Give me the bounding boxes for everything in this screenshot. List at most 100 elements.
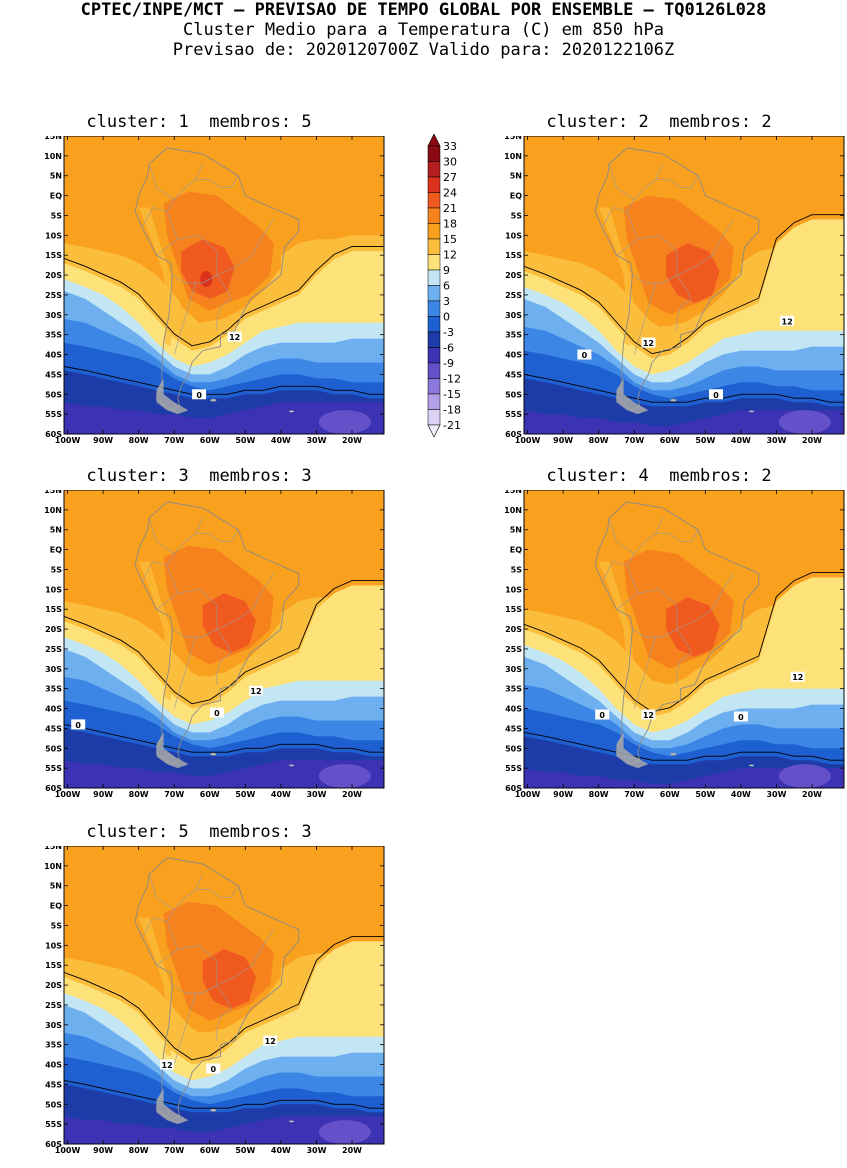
lat-label: 25S bbox=[505, 291, 522, 300]
lon-label: 50W bbox=[695, 790, 715, 799]
lat-label: EQ bbox=[510, 192, 522, 201]
lon-label: 90W bbox=[93, 1146, 113, 1155]
colorbar-label: -18 bbox=[443, 404, 461, 417]
lon-label: 40W bbox=[271, 790, 291, 799]
colorbar-swatch bbox=[427, 176, 441, 193]
patagonia-land bbox=[156, 1088, 189, 1125]
contour-12 bbox=[64, 246, 384, 347]
country-border bbox=[626, 529, 699, 594]
country-border bbox=[655, 517, 663, 534]
lat-label: 10N bbox=[504, 152, 522, 161]
lon-label: 40W bbox=[731, 436, 751, 445]
lat-label: 40S bbox=[45, 705, 62, 714]
panel-cluster-3: cluster: 3 membros: 3 12 0 0 15N 10N 5N EQ 5S 10… bbox=[34, 466, 385, 810]
colorbar-label: 33 bbox=[443, 140, 457, 153]
colorbar-label: 15 bbox=[443, 233, 457, 246]
andes-cool-strip bbox=[138, 917, 175, 1057]
panel-cluster-4: cluster: 4 membros: 2 12 12 0 0 15N 10N 5N EQ 5S… bbox=[494, 466, 845, 810]
field-band-indigo bbox=[64, 1116, 384, 1144]
andes-cool-strip bbox=[598, 207, 635, 347]
lon-label: 50W bbox=[235, 436, 255, 445]
panel-title: cluster: 1 membros: 5 bbox=[86, 112, 312, 132]
country-border bbox=[149, 517, 175, 554]
lon-label: 60W bbox=[200, 1146, 220, 1155]
country-border bbox=[216, 219, 275, 276]
contour-label: 0 bbox=[211, 1065, 217, 1074]
country-border bbox=[173, 636, 196, 709]
contour-0 bbox=[524, 731, 844, 761]
lat-label: 50S bbox=[45, 390, 62, 399]
colorbar-swatch bbox=[427, 254, 441, 271]
colorbar-label: -15 bbox=[443, 388, 461, 401]
contour-12 bbox=[64, 936, 384, 1061]
lat-label: 60S bbox=[45, 784, 62, 793]
lat-label: 50S bbox=[45, 744, 62, 753]
lon-label: 100W bbox=[55, 436, 81, 445]
field-band-indigo bbox=[64, 760, 384, 788]
south-georgia-island bbox=[289, 764, 295, 767]
contour-label-bg bbox=[780, 315, 795, 326]
country-border bbox=[655, 163, 663, 180]
lat-label: 10S bbox=[45, 231, 62, 240]
contour-label-bg bbox=[71, 719, 86, 730]
contour-0 bbox=[524, 373, 844, 403]
colorbar-swatch bbox=[427, 378, 441, 395]
lat-label: EQ bbox=[510, 546, 522, 555]
country-border bbox=[626, 175, 699, 240]
country-border bbox=[609, 163, 635, 200]
country-border bbox=[216, 573, 275, 630]
country-border bbox=[195, 163, 203, 180]
lat-label: 55S bbox=[505, 764, 522, 773]
lat-label: 10N bbox=[504, 506, 522, 515]
panel-title: cluster: 3 membros: 3 bbox=[86, 466, 312, 486]
colorbar-swatch bbox=[427, 362, 441, 379]
country-border bbox=[216, 929, 275, 986]
contour-label-bg bbox=[733, 711, 748, 722]
temperature-map: 12 12 0 15N 10N 5N EQ 5S 10S 15S 20S 25S 30S 35S 40S 45… bbox=[44, 846, 385, 1155]
country-border bbox=[173, 282, 196, 355]
map-frame bbox=[63, 136, 385, 435]
contour-label: 0 bbox=[214, 709, 220, 718]
lon-label: 50W bbox=[235, 1146, 255, 1155]
header-line-1: CPTEC/INPE/MCT – PREVISAO DE TEMPO GLOBA… bbox=[80, 0, 767, 20]
lat-label: 30S bbox=[45, 1021, 62, 1030]
lat-label: 10S bbox=[45, 585, 62, 594]
lat-label: 20S bbox=[45, 271, 62, 280]
country-border bbox=[216, 1008, 232, 1041]
lat-label: 25S bbox=[45, 645, 62, 654]
contour-label-bg bbox=[790, 671, 805, 682]
field-band-purple bbox=[318, 410, 371, 434]
contour-label: 12 bbox=[643, 339, 654, 348]
country-border bbox=[172, 984, 232, 1010]
country-border bbox=[676, 219, 735, 276]
lon-label: 80W bbox=[589, 790, 609, 799]
field-band-purple bbox=[318, 764, 371, 788]
map-field: 12 0 bbox=[64, 136, 384, 434]
colorbar-swatch bbox=[427, 207, 441, 224]
lon-label: 100W bbox=[515, 790, 541, 799]
lat-label: 15N bbox=[504, 490, 522, 495]
lon-label: 60W bbox=[660, 436, 680, 445]
patagonia-land bbox=[156, 378, 189, 415]
contour-12 bbox=[524, 214, 844, 355]
contour-label-bg bbox=[227, 331, 242, 342]
lat-label: 35S bbox=[45, 685, 62, 694]
lat-label: 15N bbox=[504, 136, 522, 141]
field-band-purple bbox=[778, 764, 831, 788]
field-band-red bbox=[666, 243, 720, 303]
lat-label: 10N bbox=[44, 862, 62, 871]
country-border bbox=[141, 207, 168, 228]
lat-label: 60S bbox=[505, 784, 522, 793]
lat-label: 5N bbox=[50, 882, 62, 891]
colorbar-swatch bbox=[427, 161, 441, 178]
colorbar-swatch bbox=[427, 316, 441, 333]
country-border bbox=[149, 873, 175, 910]
lat-label: 35S bbox=[505, 331, 522, 340]
falkland-islands bbox=[210, 752, 217, 756]
lon-label: 60W bbox=[200, 436, 220, 445]
colorbar-label: -3 bbox=[443, 326, 454, 339]
lat-label: 50S bbox=[505, 744, 522, 753]
contour-12 bbox=[524, 572, 844, 713]
lat-label: 10S bbox=[45, 941, 62, 950]
colorbar-swatch bbox=[427, 347, 441, 364]
